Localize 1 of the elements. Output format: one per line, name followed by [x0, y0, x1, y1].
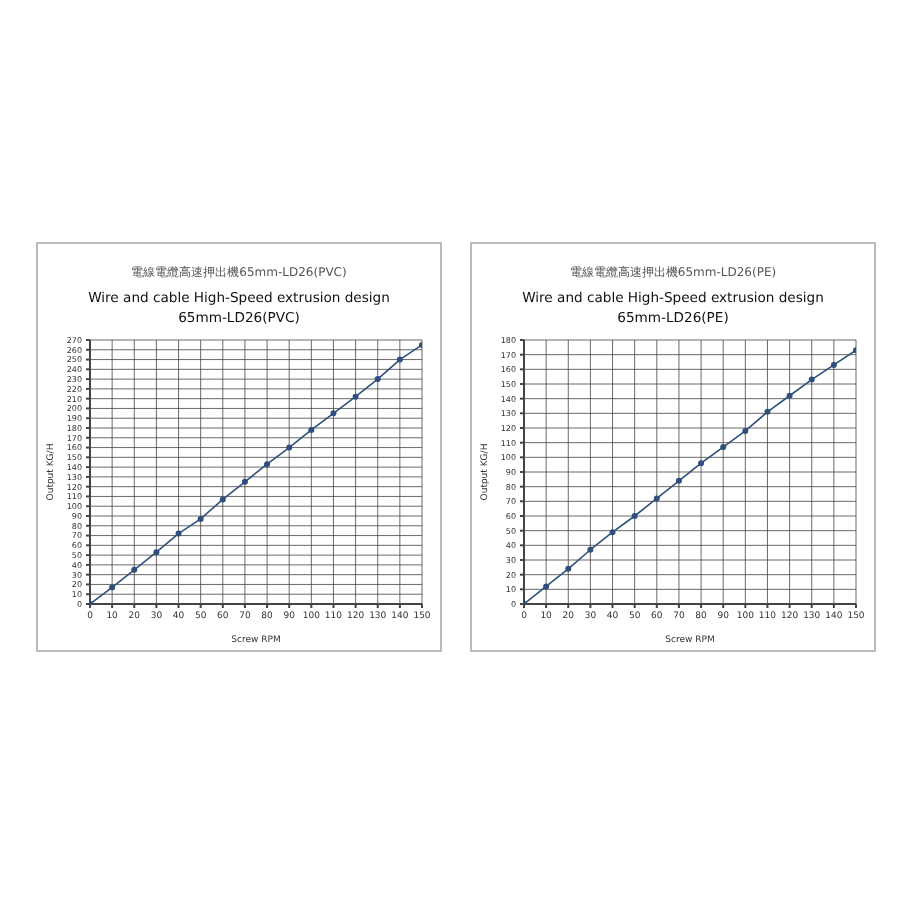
line-series: [524, 347, 856, 604]
